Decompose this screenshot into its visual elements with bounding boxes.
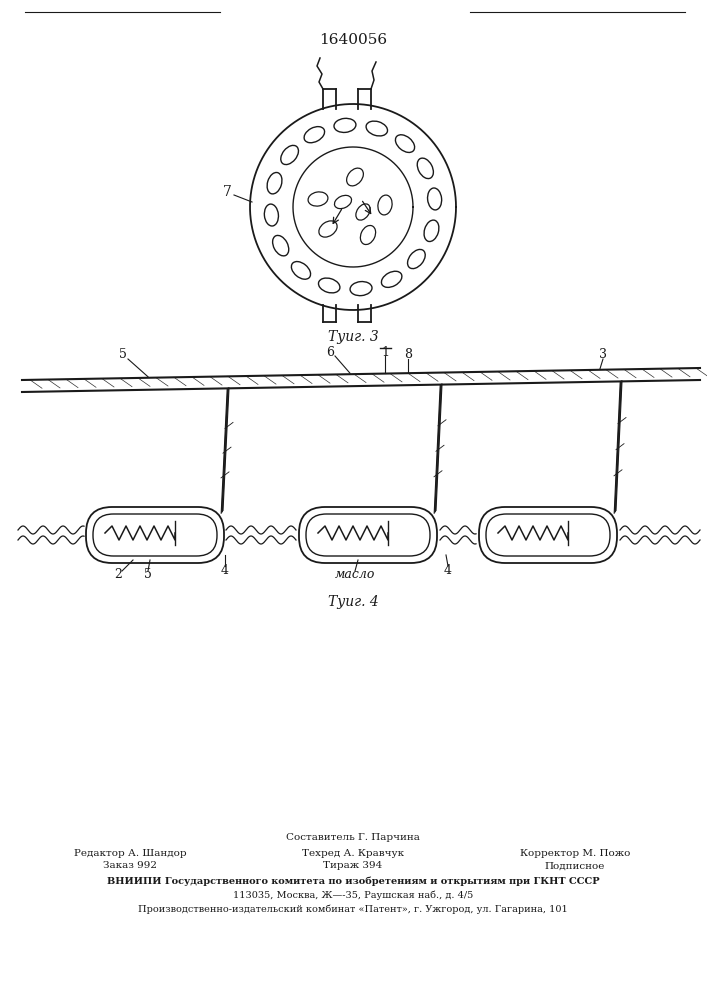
Text: 1640056: 1640056 [319, 33, 387, 47]
Text: Τуиг. 3: Τуиг. 3 [327, 330, 378, 344]
Text: 4: 4 [221, 564, 229, 576]
Text: ВНИИПИ Государственного комитета по изобретениям и открытиям при ГКНТ СССР: ВНИИПИ Государственного комитета по изоб… [107, 876, 600, 886]
Text: Заказ 992: Заказ 992 [103, 861, 157, 870]
Text: 4: 4 [444, 564, 452, 576]
Text: масло: масло [335, 568, 375, 582]
Text: Составитель Г. Парчина: Составитель Г. Парчина [286, 834, 420, 842]
Text: 113035, Москва, Ж—-35, Раушская наб., д. 4/5: 113035, Москва, Ж—-35, Раушская наб., д.… [233, 890, 473, 900]
Text: 1: 1 [381, 346, 389, 359]
Text: 8: 8 [404, 349, 412, 361]
Text: Корректор М. Пожо: Корректор М. Пожо [520, 848, 630, 857]
Text: 7: 7 [223, 185, 232, 199]
Text: 5: 5 [144, 568, 152, 582]
Text: 2: 2 [114, 568, 122, 582]
Text: Редактор А. Шандор: Редактор А. Шандор [74, 848, 187, 857]
Text: 5: 5 [119, 349, 127, 361]
Text: 3: 3 [599, 349, 607, 361]
Text: Производственно-издательский комбинат «Патент», г. Ужгород, ул. Гагарина, 101: Производственно-издательский комбинат «П… [138, 904, 568, 914]
Text: Подписное: Подписное [545, 861, 605, 870]
Text: 6: 6 [326, 346, 334, 359]
Text: Τуиг. 4: Τуиг. 4 [327, 595, 378, 609]
Text: Тираж 394: Тираж 394 [323, 861, 382, 870]
Text: Техред А. Кравчук: Техред А. Кравчук [302, 848, 404, 857]
